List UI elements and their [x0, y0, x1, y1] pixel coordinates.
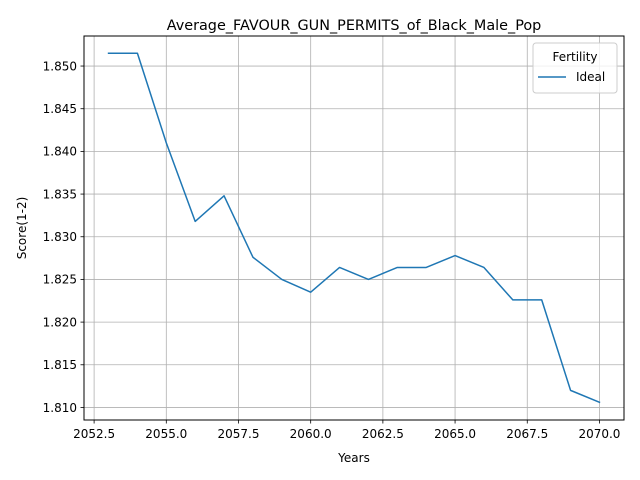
y-tick-label: 1.820	[43, 315, 77, 329]
y-tick-label: 1.815	[43, 358, 77, 372]
legend: Fertility Ideal	[533, 43, 617, 93]
y-tick-label: 1.850	[43, 59, 77, 73]
x-tick-label: 2070.0	[578, 427, 620, 441]
y-tick-label: 1.840	[43, 145, 77, 159]
chart-title: Average_FAVOUR_GUN_PERMITS_of_Black_Male…	[167, 18, 542, 34]
y-tick-label: 1.830	[43, 230, 77, 244]
x-tick-label: 2055.0	[145, 427, 187, 441]
y-axis-label: Score(1-2)	[15, 197, 29, 260]
x-axis-label: Years	[337, 451, 370, 465]
legend-label-ideal: Ideal	[576, 70, 605, 84]
x-tick-label: 2062.5	[362, 427, 404, 441]
x-tick-label: 2067.5	[506, 427, 548, 441]
y-tick-label: 1.825	[43, 273, 77, 287]
y-tick-label: 1.810	[43, 401, 77, 415]
y-tick-label: 1.845	[43, 102, 77, 116]
x-tick-label: 2052.5	[73, 427, 115, 441]
x-tick-label: 2065.0	[434, 427, 476, 441]
x-tick-label: 2057.5	[217, 427, 259, 441]
y-tick-label: 1.835	[43, 187, 77, 201]
x-tick-label: 2060.0	[290, 427, 332, 441]
legend-title: Fertility	[552, 50, 597, 64]
